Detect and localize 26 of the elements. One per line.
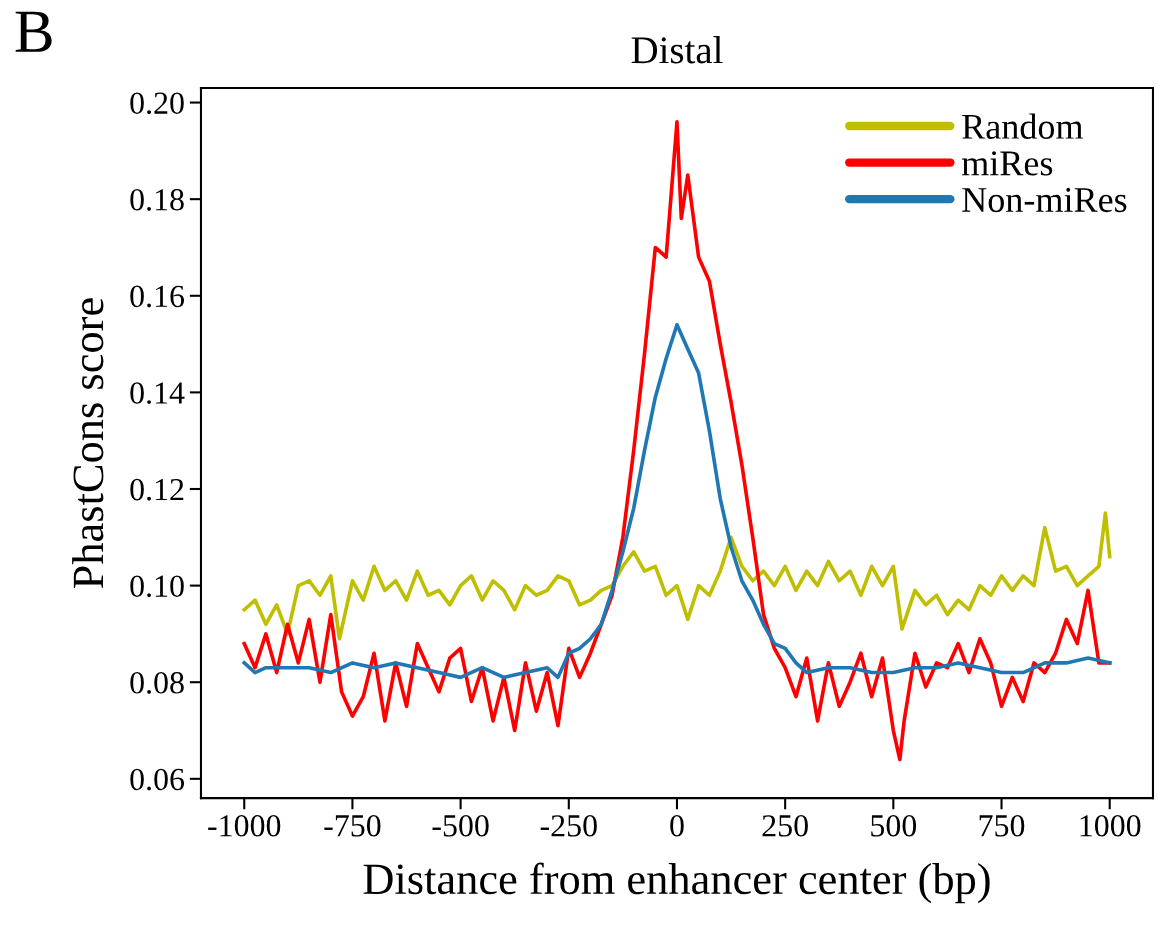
- x-tick-label: -500: [432, 815, 489, 837]
- y-tick-label: 0.18: [130, 189, 184, 211]
- y-tick-label: 0.12: [130, 478, 184, 501]
- x-tick-label: -250: [540, 815, 597, 837]
- x-tick-label: 500: [871, 815, 917, 837]
- y-axis-title: PhastCons score: [72, 298, 104, 589]
- y-tick-label: 0.20: [130, 92, 184, 115]
- line-series: [242, 511, 1112, 641]
- x-tick-label: 250: [762, 815, 808, 837]
- chart-title: Distal: [631, 36, 723, 64]
- legend-label: Non-miRes: [962, 187, 1127, 213]
- x-tick-label: 0: [670, 815, 684, 837]
- y-tick-label: 0.16: [130, 285, 185, 308]
- x-tick-label: -1000: [208, 815, 281, 837]
- y-tick-label: 0.08: [130, 672, 184, 694]
- x-tick-label: -750: [324, 815, 381, 837]
- y-tick-label: 0.06: [130, 768, 185, 791]
- y-tick-label: 0.14: [130, 382, 185, 404]
- y-tick-label: 0.10: [130, 575, 184, 598]
- text: B: [15, 11, 52, 52]
- x-tick-label: 1000: [1080, 815, 1141, 837]
- legend-label: miRes: [961, 151, 1053, 176]
- x-tick-label: 750: [979, 815, 1025, 837]
- line-series: [242, 322, 1112, 680]
- x-axis-title: Distance from enhancer center (bp): [363, 862, 990, 904]
- legend-label: Random: [962, 113, 1083, 139]
